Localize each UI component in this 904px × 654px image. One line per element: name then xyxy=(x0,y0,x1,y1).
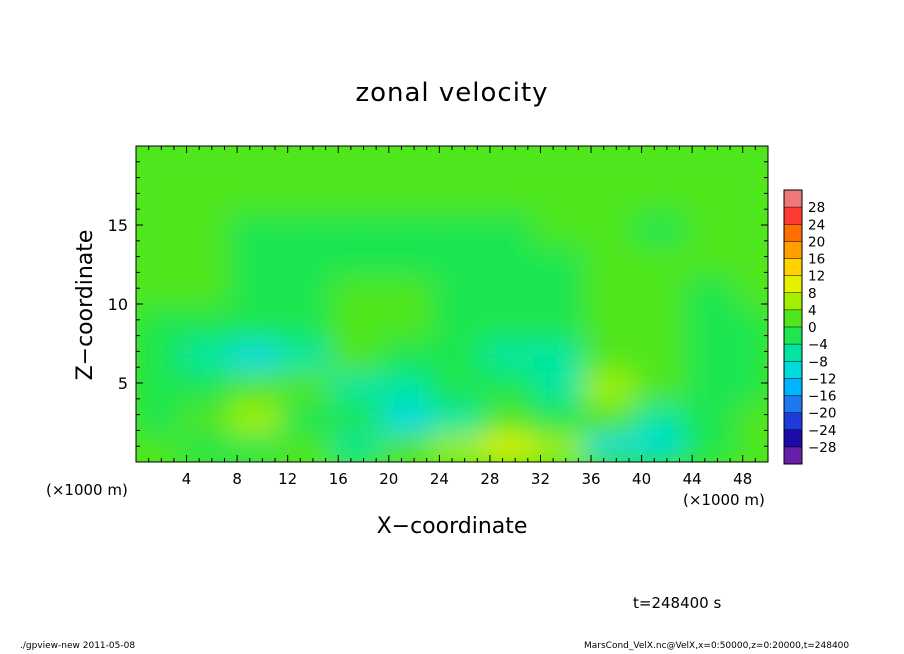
x-unit-label-right: (×1000 m) xyxy=(683,491,765,509)
colorbar-label: 4 xyxy=(808,303,817,319)
y-tick-label: 5 xyxy=(118,374,128,393)
y-axis-ticks: 5 10 15 xyxy=(108,161,768,447)
chart-title: zonal velocity xyxy=(355,78,549,108)
colorbar-swatch xyxy=(784,309,802,328)
colorbar-label: −16 xyxy=(808,389,837,405)
y-tick-label: 15 xyxy=(108,216,128,235)
colorbar-label: 28 xyxy=(808,200,825,216)
x-tick-label: 40 xyxy=(632,470,651,488)
colorbar-label: 16 xyxy=(808,252,825,268)
colorbar-label: −8 xyxy=(808,354,828,370)
colorbar-swatch xyxy=(784,361,802,379)
colorbar-swatch xyxy=(784,327,802,345)
colorbar-swatch xyxy=(784,395,802,413)
colorbar-label: 20 xyxy=(808,234,825,250)
colorbar-label: 0 xyxy=(808,320,817,336)
x-tick-label: 32 xyxy=(531,470,550,488)
x-tick-label: 44 xyxy=(683,470,702,488)
colorbar-swatch xyxy=(784,258,802,276)
colorbar-swatch xyxy=(784,412,802,431)
x-axis-label: X−coordinate xyxy=(0,516,904,538)
x-axis-ticks: 4 8 12 16 20 24 28 32 36 40 44 48 xyxy=(148,146,756,488)
x-tick-label: 8 xyxy=(232,470,242,488)
x-tick-label: 36 xyxy=(581,470,600,488)
heatmap-cell xyxy=(735,146,768,183)
colorbar-swatch xyxy=(784,241,802,259)
colorbar-label: −4 xyxy=(808,337,828,353)
y-axis-label: Z−coordinate xyxy=(73,229,98,381)
colorbar-label: −24 xyxy=(808,423,837,439)
colorbar-label: 8 xyxy=(808,286,817,302)
x-tick-label: 24 xyxy=(430,470,449,488)
time-label: t=248400 s xyxy=(633,594,722,612)
footer-source: MarsCond_VelX.nc@VelX,x=0:50000,z=0:2000… xyxy=(584,641,850,651)
colorbar-label: 24 xyxy=(808,217,825,233)
x-tick-label: 12 xyxy=(278,470,297,488)
colorbar-label: −28 xyxy=(808,440,837,456)
x-axis-label-text: X−coordinate xyxy=(376,514,528,539)
colorbar-swatch xyxy=(784,446,802,465)
colorbar-swatch xyxy=(784,292,802,311)
footer-program-date: ./gpview-new 2011-05-08 xyxy=(20,641,136,651)
colorbar-label: 12 xyxy=(808,269,825,285)
heatmap-field xyxy=(136,146,768,462)
colorbar-label: −20 xyxy=(808,406,837,422)
colorbar-swatch xyxy=(784,344,802,362)
x-tick-label: 48 xyxy=(733,470,752,488)
x-tick-label: 20 xyxy=(379,470,398,488)
colorbar-swatch xyxy=(784,207,802,225)
colorbar-swatch xyxy=(784,190,802,208)
x-tick-label: 16 xyxy=(329,470,348,488)
heatmap-cells xyxy=(136,146,768,462)
colorbar-swatch xyxy=(784,429,802,448)
colorbar-swatch xyxy=(784,275,802,294)
x-unit-label-left: (×1000 m) xyxy=(46,481,128,499)
colorbar-swatch xyxy=(784,224,802,242)
x-tick-label: 28 xyxy=(480,470,499,488)
x-tick-label: 4 xyxy=(182,470,192,488)
colorbar-label: −12 xyxy=(808,371,837,387)
colorbar-swatch xyxy=(784,378,802,396)
y-tick-label: 10 xyxy=(108,295,128,314)
